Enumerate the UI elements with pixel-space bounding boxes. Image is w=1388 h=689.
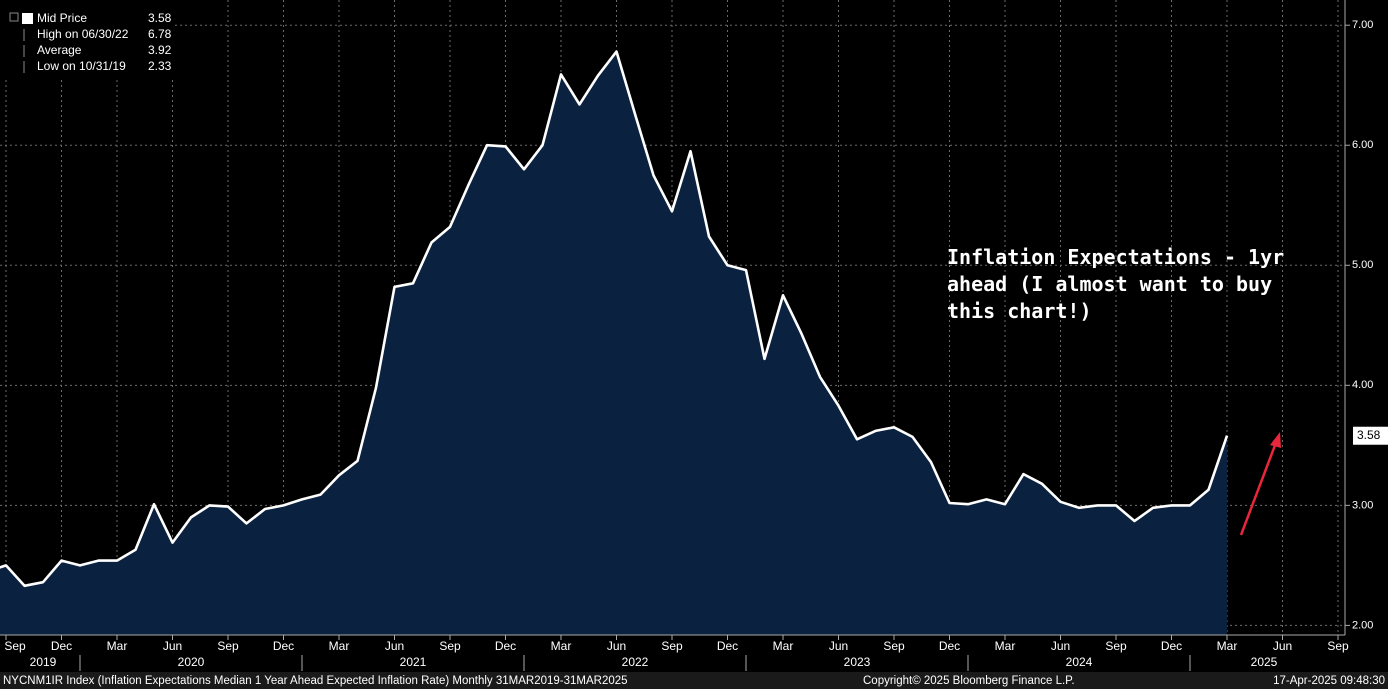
year-label: 2021 bbox=[400, 655, 427, 669]
year-label: 2024 bbox=[1066, 655, 1093, 669]
annotation-line: Inflation Expectations - 1yr bbox=[947, 245, 1284, 269]
legend-label: Low on 10/31/19 bbox=[37, 59, 126, 73]
x-tick-label: Jun bbox=[829, 639, 848, 653]
year-label: 2019 bbox=[30, 655, 57, 669]
x-tick-label: Mar bbox=[995, 639, 1016, 653]
x-tick-label: Sep bbox=[883, 639, 905, 653]
x-tick-label: Sep bbox=[217, 639, 239, 653]
legend-swatch bbox=[22, 13, 33, 24]
x-tick-label: Jun bbox=[163, 639, 182, 653]
x-tick-label: Dec bbox=[273, 639, 294, 653]
legend: Mid Price 3.58 High on 06/30/22 6.78 Average… bbox=[9, 11, 172, 73]
annotation-line: this chart!) bbox=[947, 299, 1092, 323]
last-value-label: 3.58 bbox=[1357, 428, 1381, 442]
x-tick-label: Sep bbox=[439, 639, 461, 653]
x-tick-label: Mar bbox=[773, 639, 794, 653]
area bbox=[0, 51, 1227, 635]
annotation-line: ahead (I almost want to buy bbox=[947, 272, 1272, 296]
footer-center: Copyright© 2025 Bloomberg Finance L.P. bbox=[863, 675, 1075, 687]
year-label: 2020 bbox=[178, 655, 205, 669]
x-tick-label: Dec bbox=[1161, 639, 1182, 653]
x-tick-label: Dec bbox=[51, 639, 72, 653]
annotation: Inflation Expectations - 1yr ahead (I alm… bbox=[947, 245, 1284, 323]
arrow-head bbox=[1270, 432, 1281, 448]
legend-box bbox=[0, 0, 175, 77]
legend-value: 3.58 bbox=[148, 11, 172, 25]
legend-label: Average bbox=[37, 43, 82, 57]
y-tick-label: 3.00 bbox=[1352, 499, 1373, 511]
y-tick-label: 6.00 bbox=[1352, 139, 1373, 151]
axes: 2.00 3.00 4.00 5.00 6.00 7.00 Sep Dec Mar Jun Sep D… bbox=[4, 19, 1388, 671]
legend-value: 6.78 bbox=[148, 27, 172, 41]
year-label: 2022 bbox=[622, 655, 649, 669]
x-tick-label: Jun bbox=[607, 639, 626, 653]
x-tick-label: Sep bbox=[1327, 639, 1349, 653]
line bbox=[0, 50, 1229, 588]
y-tick-label: 5.00 bbox=[1352, 259, 1373, 271]
arrow bbox=[1239, 439, 1279, 536]
footer-left: NYCNM1IR Index (Inflation Expectations M… bbox=[3, 675, 628, 687]
x-tick-label: Mar bbox=[107, 639, 128, 653]
legend-value: 3.92 bbox=[148, 43, 172, 57]
legend-value: 2.33 bbox=[148, 59, 172, 73]
footer-bar bbox=[0, 672, 1388, 689]
footer-right: 17-Apr-2025 09:48:30 bbox=[1273, 675, 1385, 687]
x-tick-label: Jun bbox=[1051, 639, 1070, 653]
y-tick-label: 2.00 bbox=[1352, 619, 1373, 631]
y-tick-label: 4.00 bbox=[1352, 379, 1373, 391]
legend-label: High on 06/30/22 bbox=[37, 27, 129, 41]
x-tick-label: Dec bbox=[939, 639, 960, 653]
x-tick-label: Mar bbox=[1217, 639, 1238, 653]
x-tick-label: Jun bbox=[385, 639, 404, 653]
x-tick-label: Jun bbox=[1273, 639, 1292, 653]
last-value-box bbox=[1353, 426, 1388, 445]
legend-toggle bbox=[9, 12, 19, 22]
x-tick-label: Sep bbox=[1105, 639, 1127, 653]
x-tick-label: Mar bbox=[551, 639, 572, 653]
year-label: 2025 bbox=[1251, 655, 1278, 669]
y-tick-label: 7.00 bbox=[1352, 19, 1373, 31]
plot-area bbox=[0, 50, 1229, 635]
x-tick-label: Sep bbox=[4, 639, 26, 653]
x-tick-label: Mar bbox=[329, 639, 350, 653]
x-tick-label: Sep bbox=[661, 639, 683, 653]
legend-label: Mid Price bbox=[37, 11, 87, 25]
x-tick-label: Dec bbox=[717, 639, 738, 653]
x-tick-label: Dec bbox=[495, 639, 516, 653]
year-label: 2023 bbox=[844, 655, 871, 669]
